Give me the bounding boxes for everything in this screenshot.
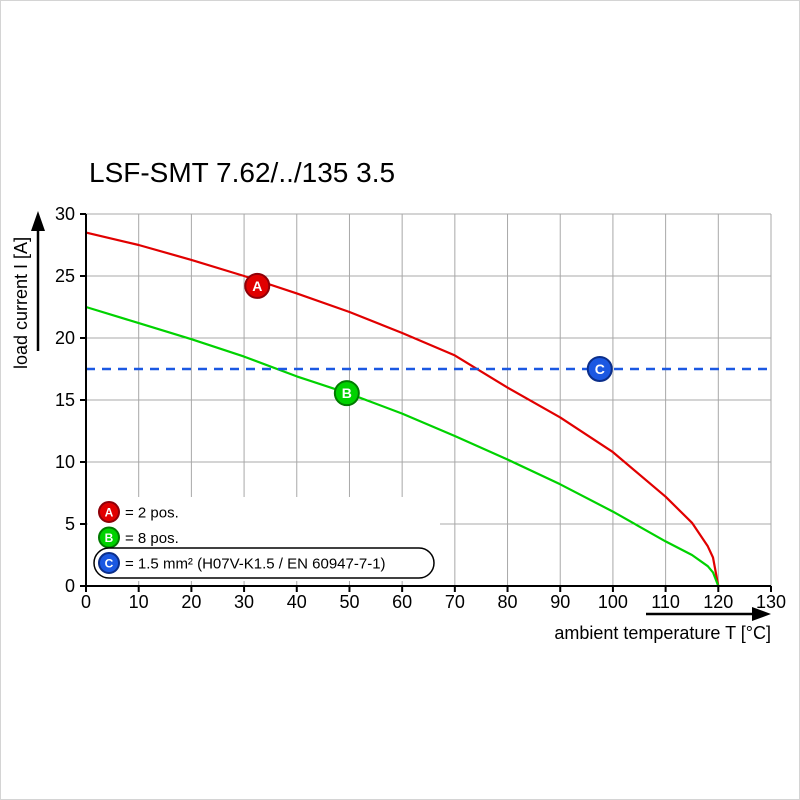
legend-label-C: = 1.5 mm² (H07V-K1.5 / EN 60947-7-1)	[125, 556, 386, 573]
marker-letter-B: B	[342, 385, 352, 401]
curve-A	[85, 231, 720, 587]
x-tick-label: 60	[392, 592, 412, 612]
marker-C: C	[586, 356, 613, 382]
marker-letter-A: A	[252, 278, 262, 294]
y-tick-label: 15	[55, 390, 75, 410]
marker-A: A	[244, 272, 271, 299]
y-tick-label: 0	[65, 576, 75, 596]
x-tick-label: 120	[703, 592, 733, 612]
legend-row-A: A = 2 pos.	[98, 501, 179, 523]
marker-circle-C	[586, 356, 613, 382]
axes: 0 10 20 30 40 50 60 70 80 90 100 110 120 130 0 5 10 15 20 2…	[55, 204, 786, 612]
curve-B	[85, 305, 720, 587]
series-A	[85, 231, 720, 587]
grid	[86, 213, 772, 586]
x-tick-label: 90	[550, 592, 570, 612]
x-tick-label: 80	[498, 592, 518, 612]
y-tick-label: 30	[55, 204, 75, 224]
y-axis-arrowhead	[31, 211, 45, 231]
x-tick-label: 20	[181, 592, 201, 612]
marker-circle-B	[333, 380, 360, 407]
x-tick-label: 10	[129, 592, 149, 612]
x-tick-label: 50	[339, 592, 359, 612]
y-tick-label: 10	[55, 452, 75, 472]
x-tick-label: 40	[287, 592, 307, 612]
x-tick-label: 100	[598, 592, 628, 612]
x-tick-label: 30	[234, 592, 254, 612]
y-tick-label: 25	[55, 266, 75, 286]
marker-B: B	[333, 380, 360, 407]
x-axis-arrowhead	[752, 607, 771, 621]
legend: A = 2 pos. B = 8 pos. C = 1.5 mm² (H07V-K1.5 …	[88, 497, 440, 581]
x-tick-label: 110	[651, 592, 680, 612]
marker-circle-A	[98, 501, 120, 523]
marker-circle-A	[244, 272, 271, 299]
legend-box-C	[93, 547, 435, 579]
legend-row-B: B = 8 pos.	[98, 526, 179, 549]
marker-letter-C: C	[595, 361, 605, 377]
x-tick-label: 0	[81, 592, 91, 612]
series-B	[85, 305, 720, 587]
legend-label-B: = 8 pos.	[125, 530, 179, 547]
legend-label-A: = 2 pos.	[125, 505, 179, 522]
x-tick-label: 70	[445, 592, 465, 612]
y-tick-label: 5	[65, 514, 75, 534]
marker-letter-A: A	[105, 505, 114, 519]
x-tick-label: 130	[756, 592, 786, 612]
axis-arrows	[31, 211, 771, 621]
marker-letter-B: B	[105, 531, 114, 545]
marker-circle-C	[98, 552, 120, 574]
legend-row-C: C = 1.5 mm² (H07V-K1.5 / EN 60947-7-1)	[98, 552, 386, 574]
marker-letter-C: C	[105, 556, 114, 570]
chart-title: LSF-SMT 7.62/../135 3.5	[89, 157, 396, 188]
y-tick-label: 20	[55, 328, 75, 348]
legend-background	[88, 497, 440, 581]
x-axis-label: ambient temperature T [°C]	[554, 623, 771, 643]
